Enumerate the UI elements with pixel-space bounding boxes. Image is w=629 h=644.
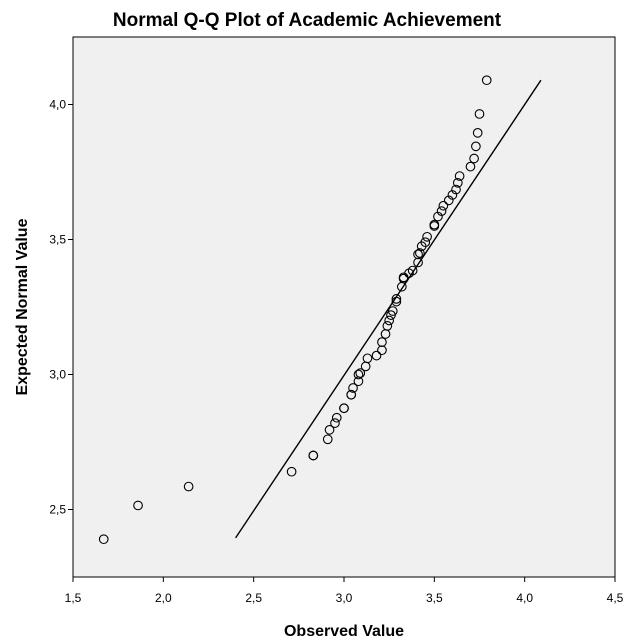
plot-area [72, 36, 616, 578]
x-tick-label: 2,5 [245, 591, 262, 605]
data-point [465, 161, 476, 172]
data-point [322, 434, 333, 445]
data-point [133, 500, 143, 511]
data-point [98, 534, 109, 545]
x-tick-label: 4,0 [516, 591, 533, 605]
reference-line [235, 79, 542, 539]
data-point [391, 294, 402, 304]
data-point [384, 315, 395, 326]
data-point [355, 368, 366, 379]
data-point [454, 171, 465, 181]
data-point [436, 206, 447, 216]
data-point [433, 211, 443, 222]
data-point [413, 249, 423, 260]
data-point [481, 75, 492, 86]
x-axis: 1,5 2,0 2,5 3,0 3,5 4,0 4,5 [65, 577, 624, 605]
x-tick-label: 4,5 [607, 591, 624, 605]
y-axis: 2,5 3,0 3,5 4,0 [49, 98, 73, 517]
chart-title: Normal Q-Q Plot of Academic Achievement [113, 10, 502, 31]
y-tick-label: 3,5 [49, 233, 66, 247]
data-point [469, 153, 479, 164]
data-point [331, 412, 342, 423]
data-point [377, 337, 387, 347]
data-point [391, 296, 402, 307]
data-point [474, 109, 485, 119]
data-point [471, 141, 481, 152]
data-point [286, 466, 297, 477]
x-tick-label: 3,5 [426, 591, 443, 605]
data-point [472, 128, 483, 138]
data-point [438, 200, 449, 211]
data-point [429, 219, 440, 230]
data-point [183, 481, 194, 492]
data-point [353, 369, 364, 380]
y-tick-label: 3,0 [49, 368, 66, 382]
data-point [382, 321, 393, 331]
data-point [387, 306, 398, 316]
x-tick-label: 3,0 [336, 591, 353, 605]
data-point [324, 425, 335, 435]
data-point [451, 184, 461, 195]
y-tick-label: 2,5 [49, 503, 66, 517]
data-point [420, 237, 431, 248]
y-axis-label: Expected Normal Value [14, 218, 31, 395]
y-tick-label: 4,0 [49, 98, 66, 112]
reference-line-group [235, 79, 542, 539]
data-point [371, 350, 382, 361]
data-point [415, 248, 425, 258]
data-point [407, 265, 418, 276]
x-tick-label: 2,0 [155, 591, 172, 605]
x-tick-label: 1,5 [65, 591, 82, 605]
data-point [447, 190, 458, 200]
data-point [452, 177, 463, 188]
data-point [346, 389, 357, 400]
data-point [339, 403, 349, 414]
data-point [422, 231, 432, 242]
data-point [443, 195, 454, 206]
data-point [348, 383, 358, 393]
data-point [362, 353, 373, 364]
data-points [98, 75, 492, 545]
data-point [308, 450, 319, 461]
data-point [330, 418, 340, 428]
x-axis-label: Observed Value [284, 623, 404, 640]
